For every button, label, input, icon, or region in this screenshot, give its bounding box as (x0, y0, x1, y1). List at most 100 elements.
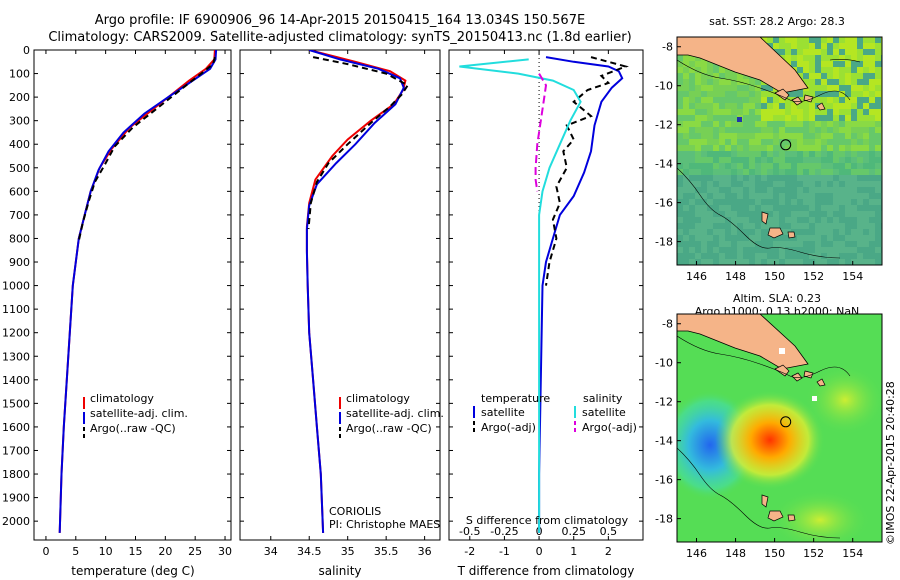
sla-map (677, 314, 882, 542)
map-y-tick-label: -12 (655, 119, 673, 132)
legend-label: satellite-adj. clim. (90, 407, 188, 420)
title-line-1: Argo profile: IF 6900906_96 14-Apr-2015 … (95, 13, 585, 28)
y-tick-label: 2000 (2, 515, 30, 528)
map-y-tick-label: -16 (655, 197, 673, 210)
s-tick-label: 0.5 (600, 525, 618, 538)
map-y-tick-label: -16 (655, 474, 673, 487)
legend-label: satellite-adj. clim. (346, 407, 444, 420)
s-tick-label: 0.25 (561, 525, 586, 538)
y-tick-label: 1500 (2, 397, 30, 410)
legend-title-temperature: temperature (481, 392, 550, 405)
map-x-tick-label: 146 (686, 547, 707, 560)
salinity-xlabel: salinity (318, 564, 361, 578)
sla-map-axes: 146 148 150 152 154 -8 -10 -12 -14 -16 -18 (655, 318, 863, 560)
sla-map-frame (676, 313, 883, 543)
x-tick-label: 0 (536, 545, 543, 558)
y-tick-label: 200 (9, 91, 30, 104)
y-tick-label: 1200 (2, 327, 30, 340)
map-y-tick-label: -14 (655, 158, 673, 171)
map-y-tick-label: -10 (655, 357, 673, 370)
legend-label: satellite (481, 406, 525, 419)
s-tick-label: -0.25 (490, 525, 518, 538)
y-tick-label: 1300 (2, 350, 30, 363)
title-line-2: Climatology: CARS2009. Satellite-adjuste… (48, 30, 631, 45)
map-y-tick-label: -18 (655, 513, 673, 526)
map-x-tick-label: 150 (764, 270, 785, 283)
islands (761, 364, 826, 522)
x-tick-label: 25 (188, 545, 202, 558)
map-x-tick-label: 146 (686, 270, 707, 283)
x-tick-label: 1 (570, 545, 577, 558)
sst-map-axes: 146 148 150 152 154 -8 -10 -12 -14 -16 -18 (655, 41, 863, 283)
series-line-satellite-adj-clim- (58, 50, 218, 533)
legend-label: Argo(..raw -QC) (346, 422, 432, 435)
difference-xlabel-s: S difference from climatology (466, 514, 629, 527)
map-x-tick-label: 148 (725, 547, 746, 560)
x-tick-label: 30 (218, 545, 232, 558)
land-new-guinea (677, 314, 809, 370)
x-tick-label: 10 (99, 545, 113, 558)
s-tick-label: -0.5 (459, 525, 480, 538)
sst-map-frame (676, 36, 883, 266)
y-tick-label: 1900 (2, 492, 30, 505)
y-tick-label: 600 (9, 185, 30, 198)
x-tick-label: 20 (158, 545, 172, 558)
y-tick-label: 800 (9, 232, 30, 245)
x-tick-label: 35.5 (374, 545, 399, 558)
legend-label: climatology (90, 392, 154, 405)
difference-panel-frame (448, 49, 644, 541)
map-x-tick-label: 154 (842, 547, 863, 560)
salinity-legend: climatology satellite-adj. clim. Argo(..… (339, 392, 444, 439)
y-tick-label: 300 (9, 115, 30, 128)
operator-label: CORIOLIS (329, 505, 381, 518)
salinity-axes: 34 34.5 35 35.5 36 (240, 49, 440, 558)
difference-series (459, 56, 629, 533)
legend-label: satellite (582, 406, 626, 419)
legend-label: climatology (346, 392, 410, 405)
temperature-series (58, 50, 218, 533)
map-y-tick-label: -10 (655, 80, 673, 93)
x-tick-label: 0 (42, 545, 49, 558)
x-tick-label: -2 (464, 545, 475, 558)
x-tick-label: 15 (128, 545, 142, 558)
x-tick-label: 35 (341, 545, 355, 558)
y-tick-label: 100 (9, 68, 30, 81)
series-line-salinity-satellite (459, 58, 582, 533)
depth-contour (677, 59, 861, 259)
difference-xlabel-t: T difference from climatology (457, 564, 635, 578)
y-tick-label: 700 (9, 209, 30, 222)
imos-stamp: ©IMOS 22-Apr-2015 20:40:28 (884, 381, 897, 545)
sst-map-title: sat. SST: 28.2 Argo: 28.3 (709, 15, 845, 28)
x-tick-label: -1 (499, 545, 510, 558)
map-y-tick-label: -18 (655, 236, 673, 249)
salinity-series (305, 50, 410, 533)
legend-label: Argo(-adj) (582, 421, 637, 434)
y-tick-label: 1600 (2, 421, 30, 434)
temperature-xlabel: temperature (deg C) (71, 564, 194, 578)
y-tick-label: 900 (9, 256, 30, 269)
y-tick-label: 0 (23, 44, 30, 57)
x-tick-label: 5 (72, 545, 79, 558)
argo-position-marker (780, 139, 792, 151)
map-x-tick-label: 152 (803, 270, 824, 283)
y-tick-label: 1400 (2, 374, 30, 387)
map-y-tick-label: -12 (655, 396, 673, 409)
y-tick-label: 400 (9, 138, 30, 151)
y-tick-label: 1700 (2, 444, 30, 457)
map-x-tick-label: 150 (764, 547, 785, 560)
x-tick-label: 34 (264, 545, 278, 558)
map-y-tick-label: -8 (662, 318, 673, 331)
y-tick-label: 500 (9, 162, 30, 175)
legend-title-salinity: salinity (583, 392, 623, 405)
difference-legend: temperature salinity satellite Argo(-adj… (473, 392, 637, 434)
map-y-tick-label: -14 (655, 435, 673, 448)
y-tick-label: 1000 (2, 280, 30, 293)
y-tick-label: 1800 (2, 468, 30, 481)
legend-label: Argo(-adj) (481, 421, 536, 434)
series-line-salinity-argo-adj- (534, 73, 548, 192)
salinity-panel-frame (239, 49, 441, 541)
data-gap (737, 117, 742, 122)
map-x-tick-label: 154 (842, 270, 863, 283)
x-tick-label: 34.5 (297, 545, 322, 558)
y-tick-label: 1100 (2, 303, 30, 316)
